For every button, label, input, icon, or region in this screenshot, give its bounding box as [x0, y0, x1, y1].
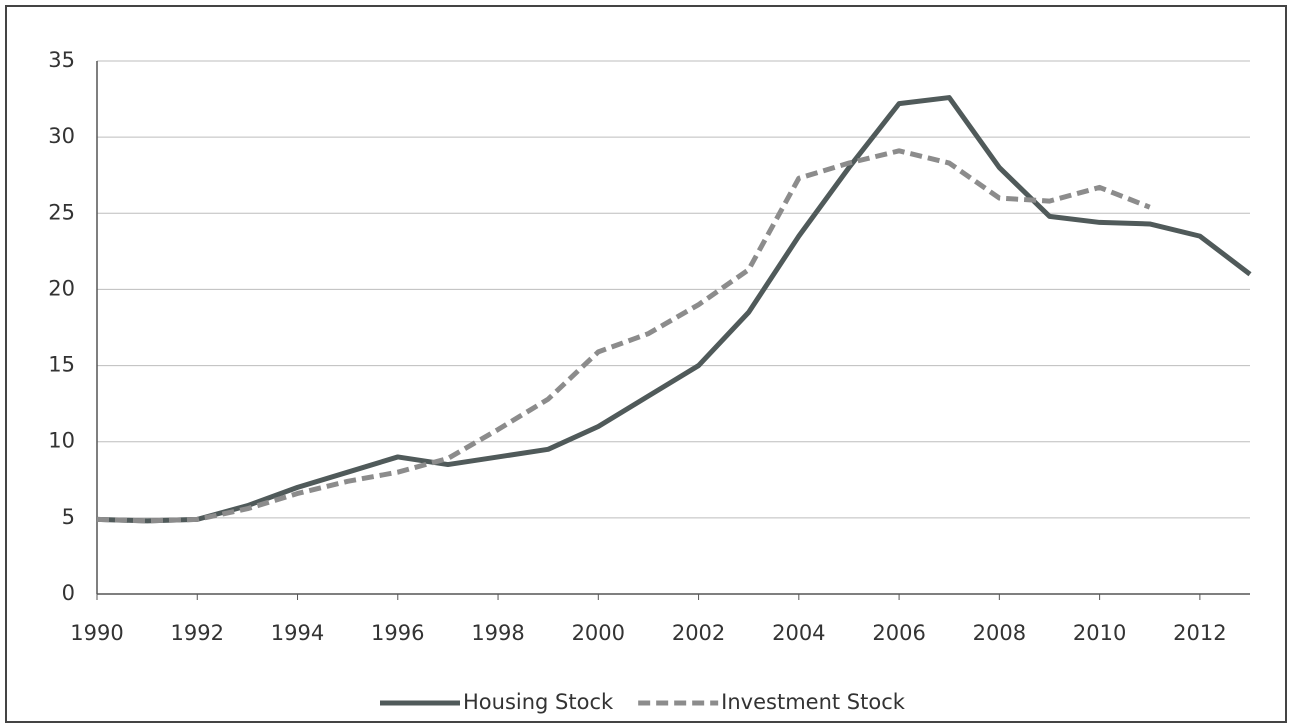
chart-frame — [5, 5, 1287, 723]
y-tick-label: 35 — [48, 48, 75, 72]
x-tick-label: 1992 — [171, 621, 224, 645]
y-tick-label: 10 — [48, 429, 75, 453]
x-tick-label: 2000 — [572, 621, 625, 645]
data-line — [96, 95, 1252, 524]
y-tick-label: 20 — [48, 276, 75, 300]
y-tick-label: 0 — [62, 581, 75, 605]
data-line — [96, 148, 1151, 524]
y-tick-label: 25 — [48, 200, 75, 224]
x-tick-label: 2010 — [1073, 621, 1126, 645]
y-tick-label: 30 — [48, 124, 75, 148]
y-tick-label: 15 — [48, 353, 75, 377]
x-tick-label: 2008 — [973, 621, 1026, 645]
legend-label: Investment Stock — [721, 690, 906, 714]
x-tick-label: 2012 — [1173, 621, 1226, 645]
x-tick-label: 2004 — [772, 621, 825, 645]
x-tick-label: 1996 — [371, 621, 424, 645]
x-tick-label: 2006 — [872, 621, 925, 645]
y-tick-label: 5 — [62, 505, 75, 529]
x-tick-label: 1998 — [471, 621, 524, 645]
x-tick-label: 1994 — [271, 621, 324, 645]
x-tick-label: 2002 — [672, 621, 725, 645]
legend-label: Housing Stock — [463, 690, 614, 714]
x-tick-label: 1990 — [70, 621, 123, 645]
